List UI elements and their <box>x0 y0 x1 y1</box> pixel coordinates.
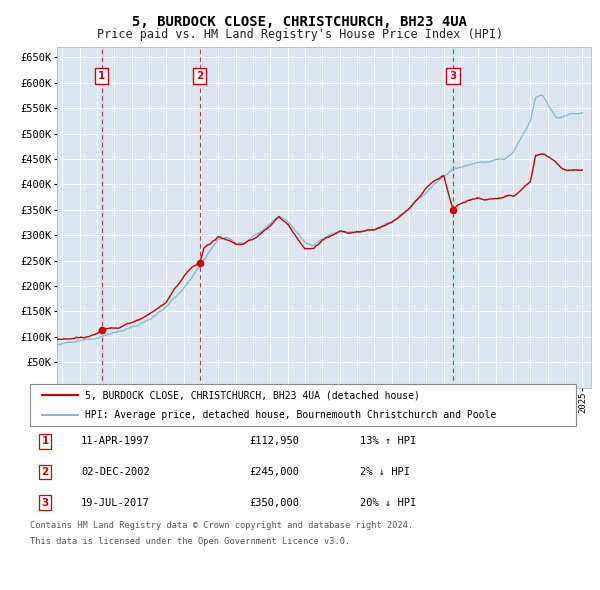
Text: 5, BURDOCK CLOSE, CHRISTCHURCH, BH23 4UA: 5, BURDOCK CLOSE, CHRISTCHURCH, BH23 4UA <box>133 15 467 29</box>
Text: 1: 1 <box>98 71 105 81</box>
Text: 5, BURDOCK CLOSE, CHRISTCHURCH, BH23 4UA (detached house): 5, BURDOCK CLOSE, CHRISTCHURCH, BH23 4UA… <box>85 391 419 401</box>
Text: £350,000: £350,000 <box>249 498 299 507</box>
Text: This data is licensed under the Open Government Licence v3.0.: This data is licensed under the Open Gov… <box>30 537 350 546</box>
FancyBboxPatch shape <box>30 384 576 426</box>
Text: 20% ↓ HPI: 20% ↓ HPI <box>360 498 416 507</box>
Text: 02-DEC-2002: 02-DEC-2002 <box>81 467 150 477</box>
Text: Price paid vs. HM Land Registry's House Price Index (HPI): Price paid vs. HM Land Registry's House … <box>97 28 503 41</box>
Text: Contains HM Land Registry data © Crown copyright and database right 2024.: Contains HM Land Registry data © Crown c… <box>30 521 413 530</box>
Text: 2: 2 <box>41 467 49 477</box>
Text: 2: 2 <box>196 71 203 81</box>
Text: £112,950: £112,950 <box>249 437 299 446</box>
Text: HPI: Average price, detached house, Bournemouth Christchurch and Poole: HPI: Average price, detached house, Bour… <box>85 411 496 420</box>
Text: 3: 3 <box>41 498 49 507</box>
Text: £245,000: £245,000 <box>249 467 299 477</box>
Text: 3: 3 <box>449 71 457 81</box>
Text: 13% ↑ HPI: 13% ↑ HPI <box>360 437 416 446</box>
Text: 19-JUL-2017: 19-JUL-2017 <box>81 498 150 507</box>
Text: 1: 1 <box>41 437 49 446</box>
Text: 2% ↓ HPI: 2% ↓ HPI <box>360 467 410 477</box>
Text: 11-APR-1997: 11-APR-1997 <box>81 437 150 446</box>
